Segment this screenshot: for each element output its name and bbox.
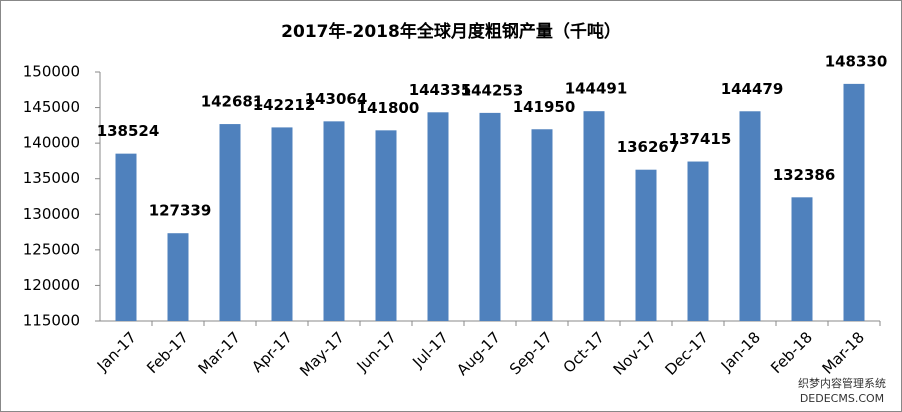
- bar: [427, 112, 449, 321]
- value-label: 142212: [253, 96, 316, 114]
- bar: [531, 129, 553, 321]
- y-tick-label: 150000: [23, 63, 80, 81]
- y-tick-label: 120000: [23, 276, 80, 294]
- bar: [635, 169, 657, 321]
- value-label: 144335: [409, 81, 472, 99]
- value-label: 137415: [669, 130, 732, 148]
- y-tick-label: 145000: [23, 98, 80, 116]
- value-label: 138524: [97, 122, 160, 140]
- bar: [687, 161, 709, 321]
- watermark: DEDECMS.COM: [800, 392, 884, 405]
- value-label: 141950: [513, 98, 576, 116]
- value-label: 141800: [357, 99, 420, 117]
- value-label: 148330: [825, 52, 888, 70]
- value-label: 144253: [461, 81, 524, 99]
- bar: [271, 127, 293, 321]
- value-label: 144479: [721, 80, 784, 98]
- bar: [479, 112, 501, 321]
- y-tick-label: 115000: [23, 312, 80, 330]
- value-label: 127339: [149, 202, 212, 220]
- value-label: 142681: [201, 93, 264, 111]
- bar: [115, 153, 137, 321]
- y-tick-label: 140000: [23, 134, 80, 152]
- chart-title: 2017年-2018年全球月度粗钢产量（千吨）: [281, 21, 621, 42]
- bar: [323, 121, 345, 321]
- value-label: 144491: [565, 80, 628, 98]
- y-tick-label: 125000: [23, 240, 80, 258]
- watermark: 织梦内容管理系统: [798, 376, 886, 390]
- y-tick-label: 130000: [23, 205, 80, 223]
- value-label: 143064: [305, 90, 368, 108]
- y-tick-label: 135000: [23, 169, 80, 187]
- bar: [583, 111, 605, 321]
- bar: [791, 197, 813, 321]
- value-label: 136267: [617, 138, 680, 156]
- bar: [375, 130, 397, 321]
- bar: [167, 233, 189, 321]
- value-label: 132386: [773, 166, 836, 184]
- bar: [843, 83, 865, 321]
- bar: [219, 124, 241, 321]
- bar: [739, 111, 761, 321]
